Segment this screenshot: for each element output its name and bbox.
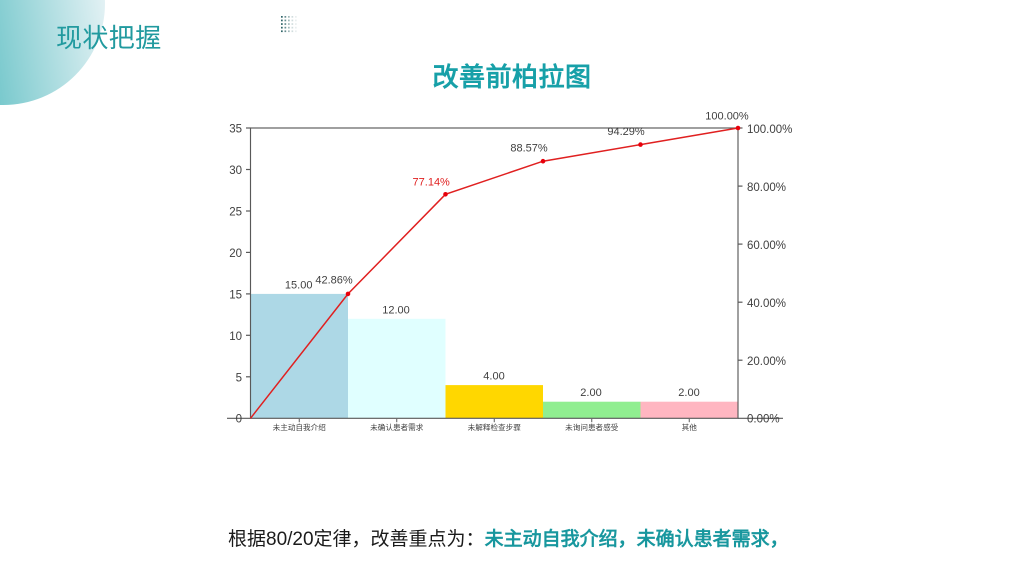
svg-text:未主动自我介绍: 未主动自我介绍: [273, 422, 327, 432]
svg-text:12.00: 12.00: [382, 305, 410, 317]
svg-text:88.57%: 88.57%: [510, 142, 548, 154]
svg-text:0: 0: [236, 414, 242, 426]
svg-text:未确认患者需求: 未确认患者需求: [370, 422, 424, 432]
svg-text:20.00%: 20.00%: [747, 356, 786, 368]
svg-text:35: 35: [229, 124, 242, 136]
svg-text:2.00: 2.00: [678, 387, 699, 399]
svg-text:100.00%: 100.00%: [747, 124, 792, 136]
svg-text:4.00: 4.00: [483, 371, 504, 383]
svg-text:77.14%: 77.14%: [413, 176, 451, 188]
svg-text:25: 25: [229, 207, 242, 219]
svg-text:15.00: 15.00: [285, 280, 313, 292]
svg-text:20: 20: [229, 248, 242, 260]
svg-text:未解释检查步骤: 未解释检查步骤: [468, 422, 522, 432]
svg-text:100.00%: 100.00%: [705, 110, 749, 122]
svg-text:未询问患者感受: 未询问患者感受: [565, 422, 619, 432]
svg-text:0.00%: 0.00%: [747, 413, 780, 425]
svg-text:其他: 其他: [682, 422, 698, 432]
svg-text:15: 15: [229, 289, 242, 301]
svg-text:60.00%: 60.00%: [747, 240, 786, 252]
svg-text:5: 5: [236, 372, 242, 384]
svg-text:10: 10: [229, 331, 242, 343]
svg-text:30: 30: [229, 165, 242, 177]
svg-text:42.86%: 42.86%: [315, 275, 353, 287]
svg-text:2.00: 2.00: [580, 387, 601, 399]
svg-text:40.00%: 40.00%: [747, 298, 786, 310]
svg-text:80.00%: 80.00%: [747, 182, 786, 194]
svg-text:94.29%: 94.29%: [607, 126, 645, 138]
